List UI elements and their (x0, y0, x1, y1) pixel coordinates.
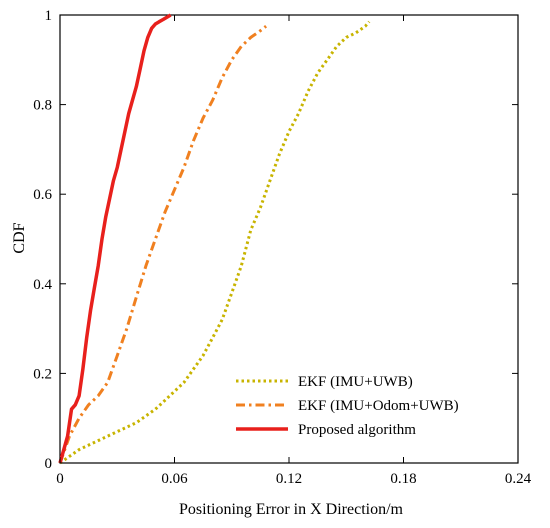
legend-label-3: Proposed algorithm (298, 422, 416, 438)
y-tick-label: 0.2 (33, 366, 52, 382)
x-tick-label: 0.12 (276, 471, 302, 487)
plot-area (59, 14, 519, 464)
y-tick-label: 1 (45, 8, 53, 24)
x-tick-label: 0.18 (390, 471, 416, 487)
x-tick-label: 0 (56, 471, 64, 487)
x-tick-label: 0.24 (505, 471, 532, 487)
tick-layer: 0 0.06 0.12 0.18 0.24 0 0.2 0.4 0.6 0.8 1 (33, 8, 531, 487)
series-line-2 (58, 25, 268, 464)
y-axis-label: CDF (11, 222, 28, 253)
x-tick-label: 0.06 (161, 471, 188, 487)
series-line-3 (58, 13, 172, 464)
plot-border (59, 14, 519, 464)
y-tick-label: 0.8 (33, 98, 52, 114)
x-axis-label: Positioning Error in X Direction/m (179, 501, 404, 518)
legend-label-2: EKF (IMU+Odom+UWB) (298, 398, 459, 414)
legend: EKF (IMU+UWB) EKF (IMU+Odom+UWB) Proposed … (236, 374, 459, 438)
y-tick-label: 0.6 (33, 187, 52, 203)
y-tick-label: 0 (45, 456, 53, 472)
series-layer (58, 13, 371, 465)
legend-label-1: EKF (IMU+UWB) (298, 374, 413, 390)
series-line-1 (59, 20, 371, 465)
y-tick-label: 0.4 (33, 277, 52, 293)
